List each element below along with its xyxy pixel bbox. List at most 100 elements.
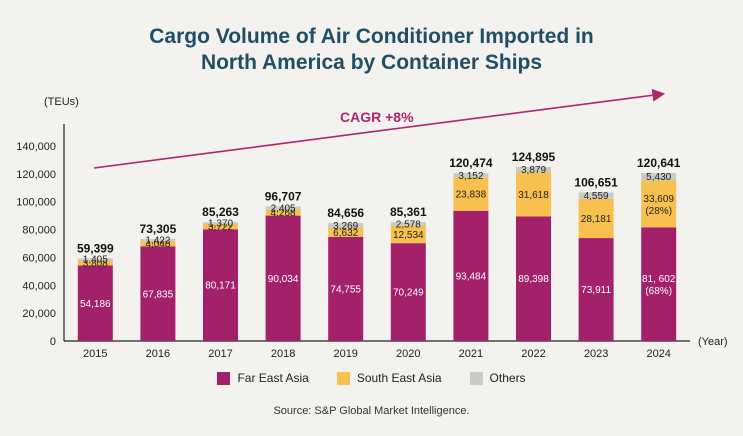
cagr-label: CAGR +8% [340, 109, 414, 125]
bar-segment [77, 258, 113, 261]
bar-total-label: 124,895 [512, 150, 556, 164]
y-tick-label: 20,000 [22, 308, 56, 320]
y-tick-label: 100,000 [16, 197, 56, 209]
bar-value-label: 80,171 [205, 281, 236, 292]
bar-total-label: 96,707 [265, 189, 302, 203]
bar-total-label: 85,361 [390, 205, 427, 219]
y-tick-label: 60,000 [22, 252, 56, 264]
bar-segment [203, 224, 238, 230]
bar-value-label: 90,034 [268, 274, 299, 285]
legend-label-others: Others [489, 371, 526, 385]
bar-value-label: 2,578 [396, 219, 421, 230]
x-tick-label: 2020 [396, 348, 420, 360]
y-tick-label: 0 [50, 336, 56, 348]
x-tick-label: 2018 [271, 348, 295, 360]
chart-title-line-1: Cargo Volume of Air Conditioner Imported… [149, 25, 594, 48]
bar-segment [328, 236, 364, 341]
bar-segment [77, 260, 113, 266]
bar-segment [390, 225, 426, 244]
bar-total-label: 120,641 [637, 156, 681, 170]
bar-value-label: 81, 602 [642, 274, 676, 285]
bar-value-label: 1,422 [145, 235, 170, 246]
bar-segment [516, 167, 551, 173]
chart-title-line-2: North America by Container Ships [200, 51, 543, 74]
bar-segment [453, 210, 489, 341]
bar-value-label: 4,048 [145, 239, 170, 250]
bar-segment [77, 265, 113, 341]
bar-segment [203, 229, 238, 341]
bar-value-label: 3,269 [333, 221, 358, 232]
bar-total-label: 73,305 [140, 222, 177, 236]
x-tick-label: 2022 [521, 348, 545, 360]
bar-segment [328, 227, 364, 237]
bar-segment [453, 177, 489, 211]
legend-swatch-south-east-asia [336, 371, 350, 385]
bar-value-label: 2,405 [271, 203, 296, 214]
bar-segment [641, 172, 677, 181]
bar-segment [265, 215, 301, 341]
legend-label-south-east-asia: South East Asia [356, 371, 442, 385]
bar-segment [390, 222, 426, 226]
legend-item-south-east-asia: South East Asia [336, 371, 442, 385]
bar-value-label: 70,249 [393, 288, 424, 299]
x-tick-label: 2021 [459, 348, 483, 360]
bar-value-label: 33,609 [643, 194, 674, 205]
legend: Far East Asia South East Asia Others [0, 371, 743, 385]
bar-value-label: 3,722 [208, 222, 233, 233]
bar-segment [516, 172, 551, 217]
bar-segment [328, 223, 364, 228]
bar-segment [641, 180, 677, 228]
x-tick-label: 2024 [646, 348, 670, 360]
bar-segment [140, 240, 176, 247]
bar-segment [578, 192, 614, 199]
bar-value-label: 54,186 [80, 299, 111, 310]
bar-segment [453, 173, 489, 178]
bar-total-label: 120,474 [449, 156, 493, 170]
bar-total-label: 59,399 [77, 241, 114, 255]
bar-value-label: 12,534 [393, 230, 424, 241]
bar-value-label: 1,405 [83, 255, 108, 266]
bar-value-label: 3,879 [521, 165, 546, 176]
y-tick-label: 140,000 [16, 141, 56, 153]
bar-value-label: 89,398 [518, 274, 549, 285]
bar-segment [140, 238, 176, 241]
x-tick-label: 2015 [83, 348, 107, 360]
bar-value-label: 74,755 [330, 284, 361, 295]
source-note: Source: S&P Global Market Intelligence. [273, 405, 470, 417]
legend-swatch-far-east-asia [217, 371, 231, 385]
y-axis-label: (TEUs) [44, 96, 79, 108]
bar-value-label: 67,835 [143, 289, 174, 300]
bar-value-label: 6,632 [333, 228, 358, 239]
x-axis-label: (Year) [698, 336, 728, 348]
bar-total-label: 84,656 [327, 206, 364, 220]
legend-item-far-east-asia: Far East Asia [217, 371, 309, 385]
x-tick-label: 2019 [333, 348, 357, 360]
bar-segment [516, 216, 551, 341]
bar-segment [265, 209, 301, 216]
bar-value-label: 1,370 [208, 219, 233, 230]
bar-value-label: 4,559 [584, 191, 609, 202]
bar-value-label: 3,152 [458, 171, 483, 182]
bar-segment [390, 243, 426, 341]
cagr-arrow [93, 88, 666, 169]
bar-share-label: (68%) [645, 286, 672, 297]
x-tick-label: 2016 [146, 348, 170, 360]
bar-value-label: 73,911 [581, 285, 611, 296]
bar-segment [203, 222, 238, 225]
bar-value-label: 31,618 [518, 190, 549, 201]
y-tick-label: 120,000 [16, 169, 56, 181]
bar-total-label: 106,651 [574, 175, 618, 189]
legend-swatch-others [469, 371, 483, 385]
y-tick-label: 80,000 [22, 225, 56, 237]
bar-value-label: 4,268 [271, 208, 296, 219]
bar-segment [578, 198, 614, 239]
bar-value-label: 5,430 [646, 172, 671, 183]
bar-value-label: 93,484 [456, 271, 487, 282]
bar-value-label: 3,808 [83, 258, 108, 269]
y-tick-label: 40,000 [22, 280, 56, 292]
bar-value-label: 28,181 [581, 214, 612, 225]
bar-segment [641, 227, 677, 341]
bar-segment [140, 246, 176, 341]
